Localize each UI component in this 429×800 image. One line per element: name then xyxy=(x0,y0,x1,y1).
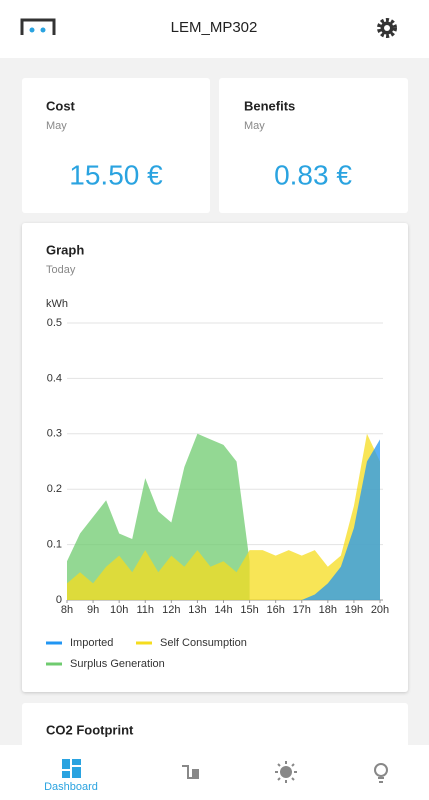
bulb-tab[interactable] xyxy=(374,763,388,783)
dashboard-tab[interactable]: Dashboard xyxy=(44,759,98,793)
card-subtitle: Today xyxy=(46,264,76,276)
x-tick-label: 14h xyxy=(214,604,232,616)
card-title: CO2 Footprint xyxy=(46,722,134,737)
bottom-nav xyxy=(0,745,429,800)
card-title: Benefits xyxy=(244,98,295,113)
y-tick-label: 0.4 xyxy=(47,372,62,384)
card-subtitle: May xyxy=(244,120,265,132)
app-bar xyxy=(0,0,429,58)
y-tick-label: 0 xyxy=(56,594,62,606)
legend-label: Self Consumption xyxy=(160,637,247,649)
x-tick-label: 12h xyxy=(162,604,180,616)
card-value: 15.50 € xyxy=(69,159,163,190)
logo[interactable] xyxy=(20,18,56,35)
x-tick-label: 18h xyxy=(319,604,337,616)
tab-label: Dashboard xyxy=(44,781,98,793)
y-tick-label: 0.3 xyxy=(47,428,62,440)
legend-label: Imported xyxy=(70,637,113,649)
x-tick-label: 13h xyxy=(188,604,206,616)
x-tick-label: 17h xyxy=(293,604,311,616)
card-value: 0.83 € xyxy=(274,159,352,190)
sun-tab[interactable] xyxy=(275,761,297,783)
card-title: Graph xyxy=(46,242,84,257)
app-title: LEM_MP302 xyxy=(171,19,258,36)
card-subtitle: May xyxy=(46,120,67,132)
y-tick-label: 0.2 xyxy=(47,483,62,495)
plot: 0 0.1 0.2 0.3 0.4 0.5 8h 9h 10h 11h 12h 13h 14h 15h 16… xyxy=(46,317,389,670)
x-tick-label: 20h xyxy=(371,604,389,616)
x-tick-label: 8h xyxy=(61,604,73,616)
plug-tab[interactable] xyxy=(182,765,199,779)
x-tick-label: 15h xyxy=(240,604,258,616)
x-tick-label: 16h xyxy=(266,604,284,616)
settings-icon[interactable] xyxy=(377,18,397,38)
x-tick-label: 19h xyxy=(345,604,363,616)
y-axis-label: kWh xyxy=(46,298,68,310)
x-tick-label: 9h xyxy=(87,604,99,616)
cost-card xyxy=(22,78,210,213)
y-tick-label: 0.5 xyxy=(47,317,62,329)
benefits-card xyxy=(219,78,408,213)
area xyxy=(67,439,380,600)
y-tick-label: 0.1 xyxy=(47,539,62,551)
area xyxy=(67,433,380,600)
x-tick-label: 11h xyxy=(136,604,154,616)
card-title: Cost xyxy=(46,98,76,113)
x-tick-label: 10h xyxy=(110,604,128,616)
legend-label: Surplus Generation xyxy=(70,658,165,670)
